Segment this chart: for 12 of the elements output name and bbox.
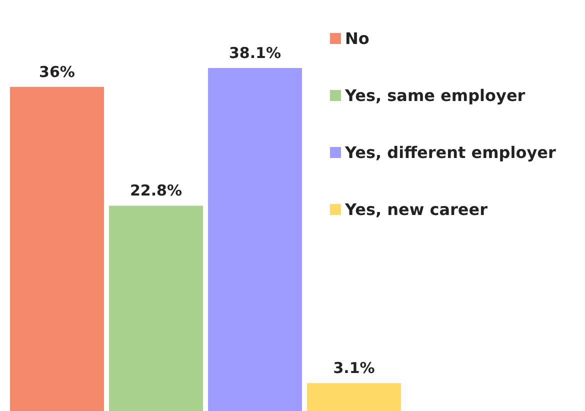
bar: [307, 383, 401, 411]
data-label: 22.8%: [130, 182, 182, 200]
bar: [208, 68, 302, 411]
legend-label: Yes, new career: [345, 200, 488, 219]
legend-label: Yes, different employer: [345, 143, 556, 162]
legend-label: No: [345, 29, 370, 48]
bar: [109, 206, 203, 411]
legend-label: Yes, same employer: [345, 86, 526, 105]
data-label: 36%: [39, 62, 75, 81]
bar: [10, 86, 104, 411]
data-label: 38.1%: [228, 44, 282, 62]
data-label: 3.1%: [333, 359, 375, 378]
